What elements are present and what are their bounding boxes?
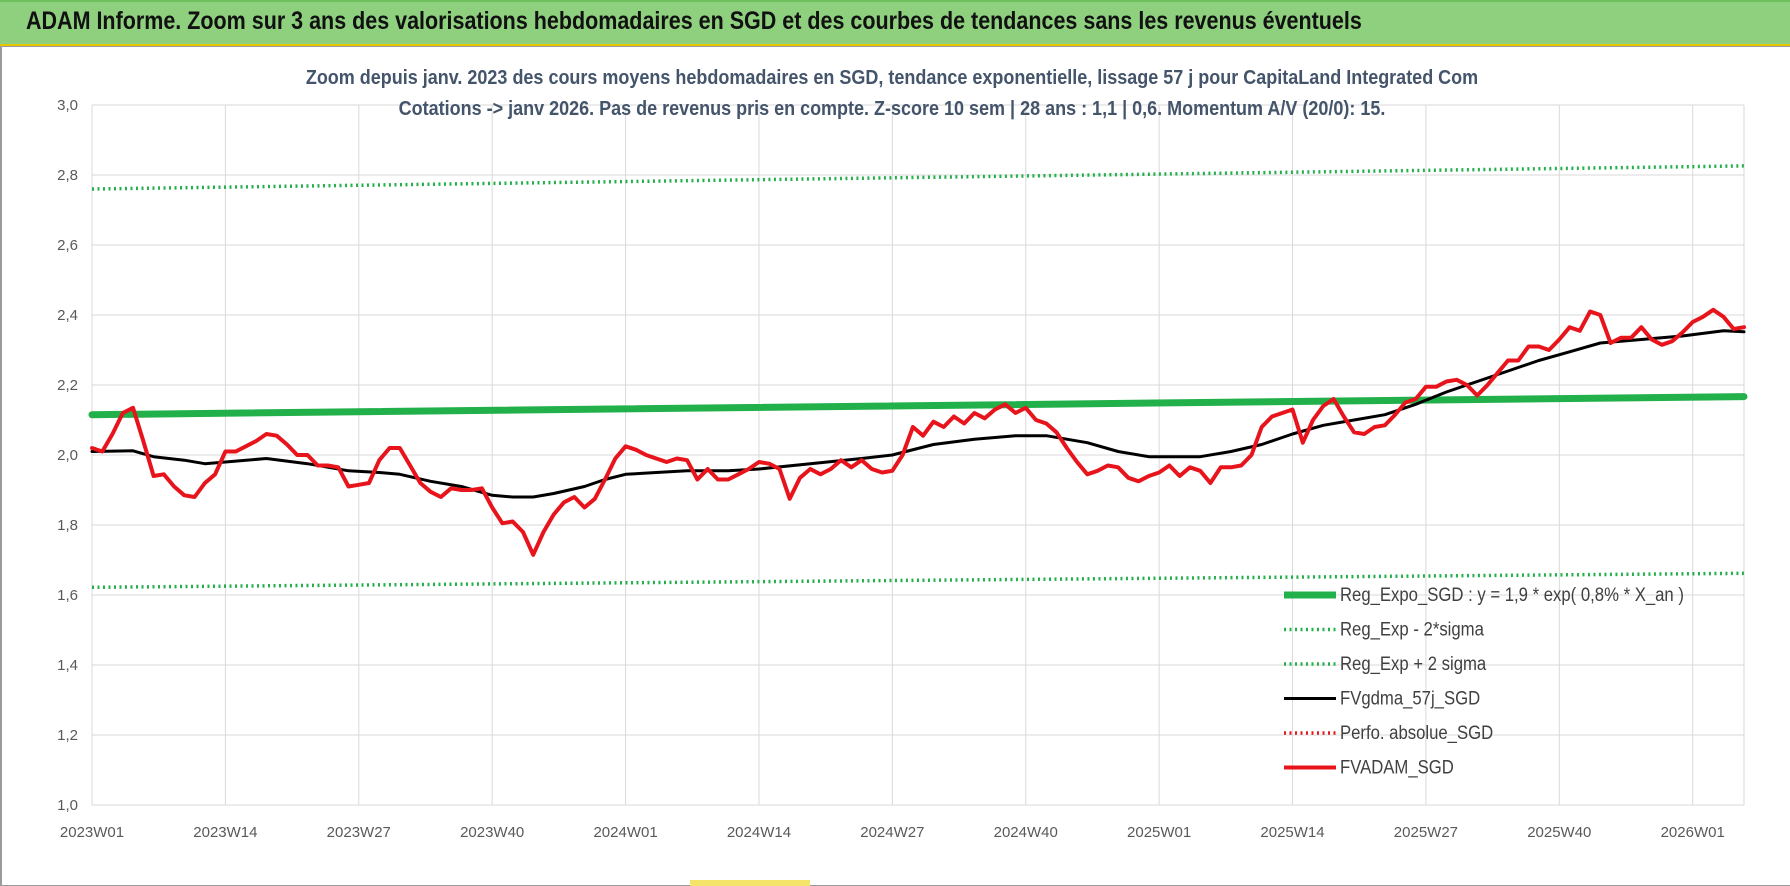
x-tick-label: 2025W40 xyxy=(1527,824,1591,841)
legend-label-4: Perfo. absolue_SGD xyxy=(1340,722,1493,744)
y-tick-label: 2,4 xyxy=(57,307,78,324)
chart-grid xyxy=(91,104,1745,806)
x-tick-label: 2024W27 xyxy=(860,824,924,841)
x-tick-label: 2025W14 xyxy=(1260,824,1324,841)
chart-legend: Reg_Expo_SGD : y = 1,9 * exp( 0,8% * X_a… xyxy=(1284,584,1684,779)
x-tick-label: 2025W01 xyxy=(1127,824,1191,841)
chart-title: Zoom depuis janv. 2023 des cours moyens … xyxy=(306,67,1478,89)
y-tick-label: 1,8 xyxy=(57,517,78,534)
y-tick-label: 2,2 xyxy=(57,377,78,394)
x-tick-label: 2023W01 xyxy=(60,824,124,841)
chart-frame: 1,0 1,2 1,4 1,6 1,8 2,0 2,2 2,4 2,6 2,8 3,0 2023W0… xyxy=(0,46,1790,886)
x-tick-label: 2023W40 xyxy=(460,824,524,841)
series-line-2 xyxy=(91,164,1745,191)
y-tick-label: 1,2 xyxy=(57,727,78,744)
decorative-mark xyxy=(690,880,810,886)
line-chart: 1,0 1,2 1,4 1,6 1,8 2,0 2,2 2,4 2,6 2,8 3,0 2023W0… xyxy=(57,67,1748,841)
x-tick-label: 2023W27 xyxy=(327,824,391,841)
y-tick-label: 3,0 xyxy=(57,97,78,114)
series-line-0 xyxy=(88,393,1748,419)
x-tick-label: 2025W27 xyxy=(1394,824,1458,841)
legend-label-1: Reg_Exp - 2*sigma xyxy=(1340,619,1484,641)
y-tick-label: 2,8 xyxy=(57,167,78,184)
legend-label-3: FVgdma_57j_SGD xyxy=(1340,688,1480,710)
y-tick-label: 2,0 xyxy=(57,447,78,464)
series-line-3 xyxy=(90,329,1746,499)
report-title: ADAM Informe. Zoom sur 3 ans des valoris… xyxy=(26,7,1362,35)
series-line-5 xyxy=(90,307,1746,557)
series-line-1 xyxy=(91,571,1745,590)
chart-subtitle: Cotations -> janv 2026. Pas de revenus p… xyxy=(399,98,1386,120)
chart-series xyxy=(88,164,1748,590)
y-tick-label: 2,6 xyxy=(57,237,78,254)
y-tick-label: 1,4 xyxy=(57,657,78,674)
x-tick-label: 2026W01 xyxy=(1661,824,1725,841)
x-tick-label: 2024W40 xyxy=(994,824,1058,841)
report-banner: ADAM Informe. Zoom sur 3 ans des valoris… xyxy=(0,0,1790,46)
y-tick-label: 1,6 xyxy=(57,587,78,604)
legend-label-0: Reg_Expo_SGD : y = 1,9 * exp( 0,8% * X_a… xyxy=(1340,584,1684,606)
x-tick-label: 2024W01 xyxy=(593,824,657,841)
x-tick-label: 2023W14 xyxy=(193,824,257,841)
x-axis-ticks: 2023W01 2023W14 2023W27 2023W40 2024W01 2024W… xyxy=(60,824,1725,841)
legend-label-2: Reg_Exp + 2 sigma xyxy=(1340,653,1486,675)
x-tick-label: 2024W14 xyxy=(727,824,791,841)
y-tick-label: 1,0 xyxy=(57,797,78,814)
legend-label-5: FVADAM_SGD xyxy=(1340,757,1454,779)
y-axis-ticks: 1,0 1,2 1,4 1,6 1,8 2,0 2,2 2,4 2,6 2,8 3,0 xyxy=(57,97,78,814)
